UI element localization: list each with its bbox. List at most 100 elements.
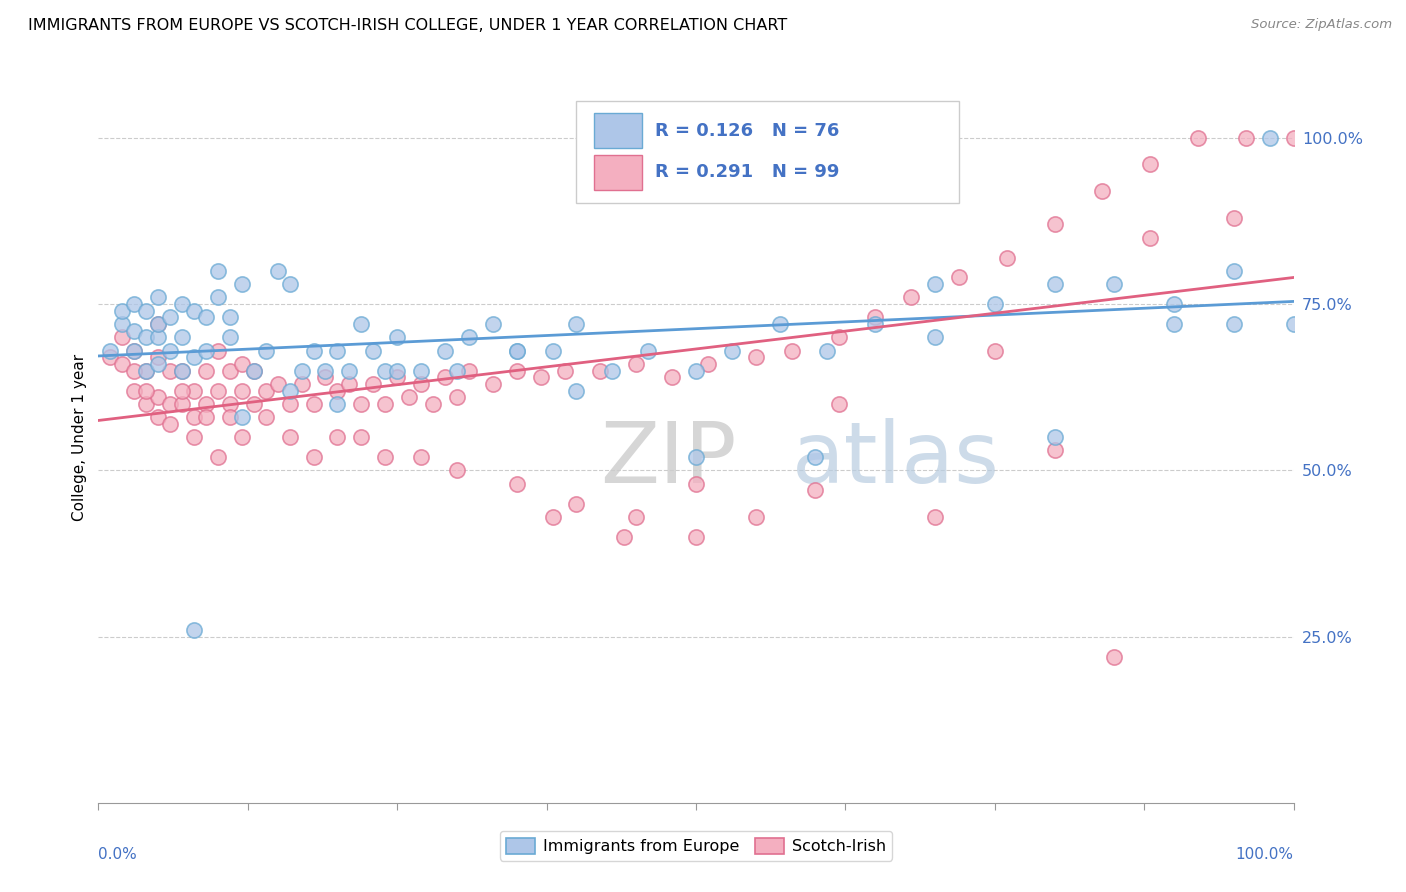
Point xyxy=(315,370,337,384)
Point xyxy=(1139,157,1161,171)
Point xyxy=(159,417,181,431)
Point xyxy=(243,363,266,377)
Point xyxy=(148,290,170,304)
Point xyxy=(948,270,970,285)
Point xyxy=(1258,131,1281,145)
Point xyxy=(374,397,396,411)
Text: IMMIGRANTS FROM EUROPE VS SCOTCH-IRISH COLLEGE, UNDER 1 YEAR CORRELATION CHART: IMMIGRANTS FROM EUROPE VS SCOTCH-IRISH C… xyxy=(28,18,787,33)
Point xyxy=(159,310,181,325)
Point xyxy=(124,384,146,398)
Point xyxy=(865,317,887,331)
Point xyxy=(374,450,396,464)
Point xyxy=(172,363,194,377)
Point xyxy=(135,363,157,377)
Point xyxy=(385,370,409,384)
Point xyxy=(195,397,218,411)
Point xyxy=(828,330,851,344)
Point xyxy=(159,397,181,411)
Point xyxy=(183,384,205,398)
Point xyxy=(924,277,946,292)
Text: ZIP: ZIP xyxy=(600,417,737,500)
Point xyxy=(231,357,253,371)
Point xyxy=(207,264,229,278)
Point xyxy=(565,497,588,511)
Point xyxy=(984,297,1007,311)
Point xyxy=(219,310,242,325)
Point xyxy=(434,370,457,384)
Point xyxy=(254,343,277,358)
Point xyxy=(422,397,444,411)
Point xyxy=(183,410,205,425)
Point xyxy=(159,343,181,358)
Point xyxy=(111,317,134,331)
Point xyxy=(1223,317,1246,331)
Point xyxy=(291,376,314,391)
Point xyxy=(135,384,157,398)
FancyBboxPatch shape xyxy=(595,113,643,148)
Point xyxy=(1282,131,1305,145)
Point xyxy=(183,351,205,365)
Point xyxy=(172,330,194,344)
Point xyxy=(530,370,553,384)
Point xyxy=(1043,430,1066,444)
Point xyxy=(148,357,170,371)
Point xyxy=(398,390,420,404)
Point xyxy=(745,351,768,365)
Point xyxy=(195,310,218,325)
Point xyxy=(207,343,229,358)
Point xyxy=(231,277,253,292)
Point xyxy=(207,290,229,304)
Point xyxy=(1223,211,1246,225)
Point xyxy=(1043,277,1066,292)
Text: atlas: atlas xyxy=(792,417,1000,500)
Point xyxy=(243,397,266,411)
Point xyxy=(685,530,707,544)
Point xyxy=(446,363,468,377)
Point xyxy=(1187,131,1209,145)
Point xyxy=(661,370,683,384)
Point xyxy=(302,450,325,464)
Point xyxy=(1091,184,1114,198)
Point xyxy=(326,384,349,398)
Point xyxy=(159,363,181,377)
Point xyxy=(183,430,205,444)
Point xyxy=(565,317,588,331)
Point xyxy=(481,376,505,391)
Point xyxy=(195,410,218,425)
Point xyxy=(148,390,170,404)
FancyBboxPatch shape xyxy=(595,154,643,190)
Point xyxy=(385,330,409,344)
Point xyxy=(434,343,457,358)
Point xyxy=(446,463,468,477)
Point xyxy=(541,509,564,524)
Point xyxy=(339,376,361,391)
Point xyxy=(278,397,301,411)
Point xyxy=(374,363,396,377)
Point xyxy=(219,397,242,411)
Point xyxy=(148,330,170,344)
Point xyxy=(984,343,1007,358)
Point xyxy=(219,330,242,344)
Point xyxy=(411,450,433,464)
Point xyxy=(804,483,827,498)
Point xyxy=(411,363,433,377)
Point xyxy=(219,363,242,377)
Point xyxy=(302,397,325,411)
Point xyxy=(1163,317,1185,331)
Point xyxy=(589,363,612,377)
Point xyxy=(1282,317,1305,331)
Point xyxy=(721,343,744,358)
Point xyxy=(1043,443,1066,458)
Point xyxy=(363,343,385,358)
Point xyxy=(637,343,659,358)
Point xyxy=(1104,277,1126,292)
Text: Source: ZipAtlas.com: Source: ZipAtlas.com xyxy=(1251,18,1392,31)
Point xyxy=(685,476,707,491)
Point xyxy=(278,430,301,444)
Point xyxy=(254,384,277,398)
Legend: Immigrants from Europe, Scotch-Irish: Immigrants from Europe, Scotch-Irish xyxy=(499,831,893,861)
Point xyxy=(602,363,624,377)
Point xyxy=(148,317,170,331)
Point xyxy=(411,376,433,391)
Point xyxy=(1104,649,1126,664)
